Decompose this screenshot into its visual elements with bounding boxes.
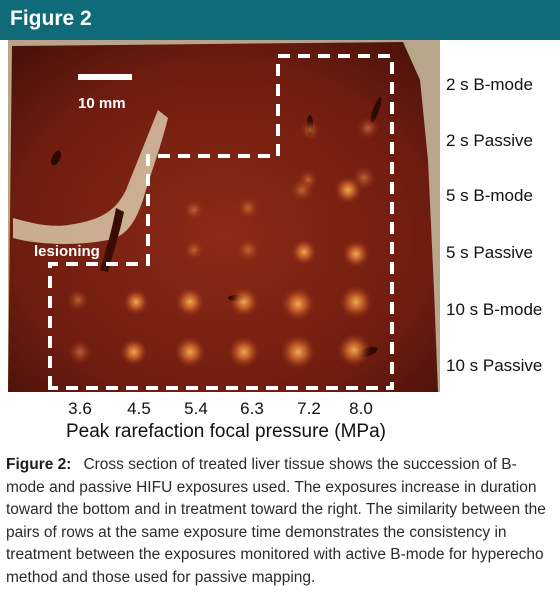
scale-bar (78, 74, 132, 80)
row-label-2s-passive: 2 s Passive (446, 131, 533, 150)
figure-header-bar: Figure 2 (0, 0, 560, 40)
tissue-image (8, 40, 440, 392)
row-label-5s-bmode: 5 s B-mode (446, 186, 533, 205)
x-tick-label: 4.5 (127, 399, 151, 418)
row-label-10s-passive: 10 s Passive (446, 356, 543, 375)
x-tick-label: 5.4 (184, 399, 208, 418)
caption-text: Cross section of treated liver tissue sh… (6, 456, 546, 586)
lesioning-label: lesioning (34, 243, 100, 260)
x-tick-label: 6.3 (240, 399, 264, 418)
x-tick-label: 3.6 (68, 399, 92, 418)
vessel-dot (51, 150, 61, 166)
row-label-10s-bmode: 10 s B-mode (446, 300, 543, 319)
vessel-branch (13, 110, 168, 244)
caption-label: Figure 2: (6, 456, 72, 473)
x-tick-label: 7.2 (297, 399, 321, 418)
liver-tissue-photo: 10 mm lesioning (8, 40, 440, 392)
scale-bar-label: 10 mm (78, 95, 126, 112)
figure-header-title: Figure 2 (10, 7, 92, 30)
row-label-5s-passive: 5 s Passive (446, 243, 533, 262)
row-label-2s-bmode: 2 s B-mode (446, 75, 533, 94)
lesioning-region-outline (48, 54, 394, 390)
lesion-grid (67, 117, 379, 370)
x-axis-title: Peak rarefaction focal pressure (MPa) (66, 421, 386, 442)
x-tick-label: 8.0 (349, 399, 373, 418)
tissue-slab (8, 42, 438, 392)
figure-caption: Figure 2: Cross section of treated liver … (6, 454, 552, 589)
vessel-dark (100, 208, 124, 272)
vessel-dot (370, 96, 382, 124)
